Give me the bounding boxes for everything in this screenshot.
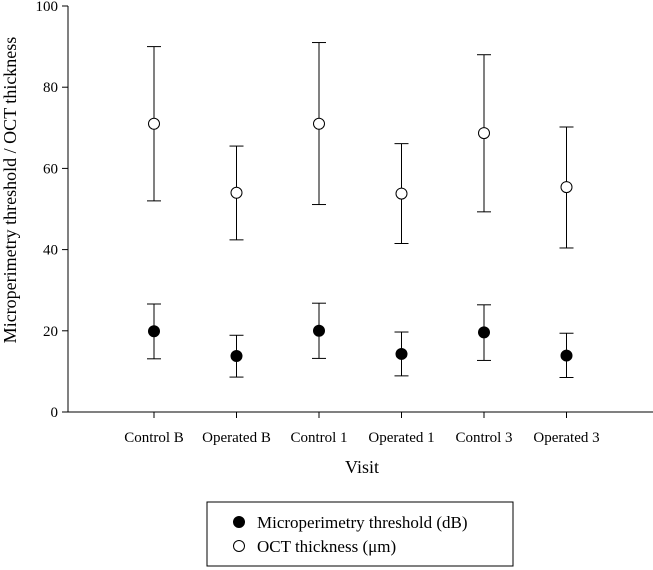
x-tick-label: Operated 1 — [368, 430, 434, 446]
data-point — [560, 349, 573, 362]
axes — [67, 6, 653, 413]
data-point — [230, 349, 243, 362]
data-point — [313, 324, 325, 337]
data-point — [313, 117, 325, 130]
x-tick-label: Operated B — [202, 430, 271, 446]
legend-label-microperimetry: Microperimetry threshold (dB) — [257, 513, 468, 532]
legend-marker-microperimetry — [233, 516, 245, 528]
x-ticks: Control B Operated B Control 1 Operated 1 Co… — [124, 412, 600, 446]
series-layer — [147, 42, 574, 378]
legend: Microperimetry threshold (dB) OCT thickn… — [206, 501, 514, 567]
y-tick-label: 20 — [43, 324, 58, 340]
data-point — [395, 347, 408, 360]
y-tick-label: 0 — [51, 405, 59, 421]
data-point — [395, 187, 408, 200]
series-microperimetry — [147, 302, 574, 378]
data-point — [148, 117, 160, 130]
x-tick-label: Operated 3 — [533, 430, 599, 446]
data-point — [478, 127, 490, 140]
y-tick-label: 100 — [36, 0, 59, 15]
x-axis-title: Visit — [345, 457, 379, 477]
y-ticks: 0 20 40 60 80 100 — [36, 0, 68, 421]
y-tick-label: 80 — [43, 80, 58, 96]
y-tick-label: 40 — [43, 243, 58, 259]
x-tick-label: Control 3 — [455, 430, 512, 446]
legend-marker-oct — [233, 540, 245, 552]
y-axis-title: Microperimetry threshold / OCT thickness — [0, 37, 20, 344]
data-point — [148, 325, 160, 338]
data-point — [230, 186, 243, 199]
x-tick-label: Control B — [124, 430, 184, 446]
data-point — [478, 326, 490, 339]
data-point — [560, 181, 573, 194]
legend-label-oct: OCT thickness (μm) — [257, 537, 396, 556]
x-tick-label: Control 1 — [290, 430, 347, 446]
series-oct — [147, 42, 574, 249]
y-tick-label: 60 — [43, 161, 58, 177]
legend-box — [206, 501, 514, 567]
